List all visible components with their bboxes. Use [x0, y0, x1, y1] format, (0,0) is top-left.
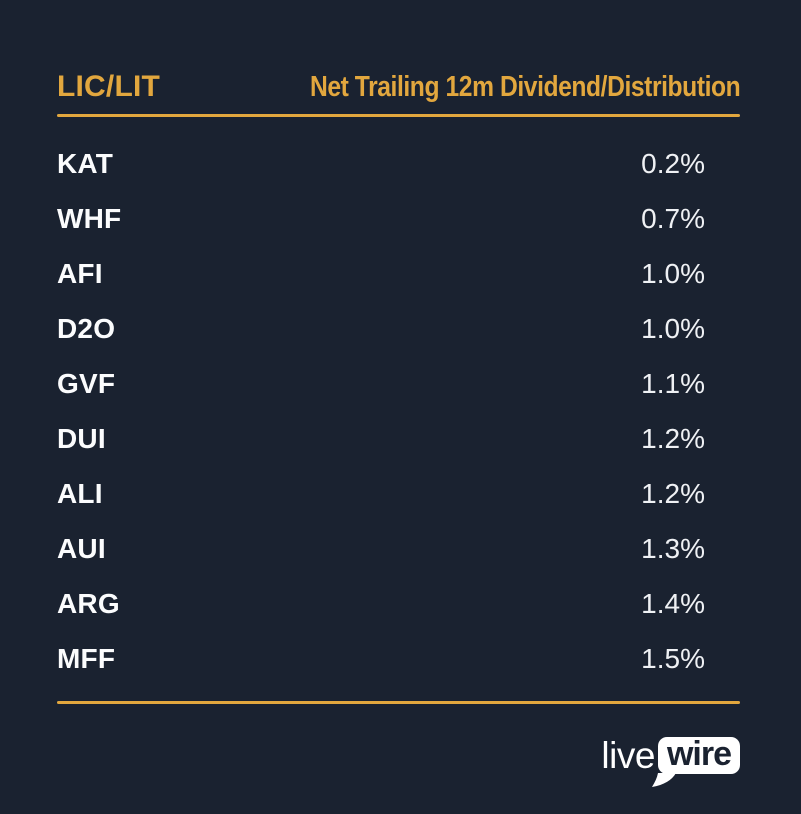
table-row: ARG 1.4% [57, 576, 740, 631]
logo-wire-text: wire [666, 734, 732, 773]
table-row: GVF 1.1% [57, 356, 740, 411]
row-value: 1.2% [641, 422, 705, 454]
row-ticker: ALI [57, 477, 103, 509]
table-body: KAT 0.2% WHF 0.7% AFI 1.0% D2O 1.0% GVF … [57, 136, 740, 686]
row-ticker: WHF [57, 202, 122, 234]
row-ticker: AUI [57, 532, 106, 564]
logo-speech-bubble-tail-icon [651, 773, 676, 787]
footer: live wire [57, 734, 740, 787]
header-divider-rule [57, 114, 740, 117]
row-value: 1.0% [641, 257, 705, 289]
table-row: AUI 1.3% [57, 521, 740, 576]
footer-divider-rule [57, 701, 740, 704]
logo-live-text: live [601, 735, 655, 776]
row-ticker: DUI [57, 422, 106, 454]
table-row: ALI 1.2% [57, 466, 740, 521]
logo-wire-badge: wire [651, 734, 740, 787]
row-value: 0.7% [641, 202, 705, 234]
row-ticker: D2O [57, 312, 116, 344]
row-value: 1.1% [641, 367, 705, 399]
table-row: AFI 1.0% [57, 246, 740, 301]
row-value: 1.5% [641, 642, 705, 674]
row-ticker: ARG [57, 587, 120, 619]
row-value: 1.3% [641, 532, 705, 564]
row-value: 1.0% [641, 312, 705, 344]
content-area: LIC/LIT Net Trailing 12m Dividend/Distri… [57, 0, 740, 787]
row-value: 1.2% [641, 477, 705, 509]
livewire-logo: live wire [601, 734, 740, 787]
row-ticker: AFI [57, 257, 103, 289]
row-value: 0.2% [641, 147, 705, 179]
column-header-dividend: Net Trailing 12m Dividend/Distribution [309, 71, 741, 103]
table-row: MFF 1.5% [57, 631, 740, 686]
table-row: WHF 0.7% [57, 191, 740, 246]
table-row: KAT 0.2% [57, 136, 740, 191]
table-header: LIC/LIT Net Trailing 12m Dividend/Distri… [57, 70, 740, 104]
row-ticker: GVF [57, 367, 116, 399]
row-value: 1.4% [641, 587, 705, 619]
table-row: D2O 1.0% [57, 301, 740, 356]
row-ticker: KAT [57, 147, 114, 179]
table-row: DUI 1.2% [57, 411, 740, 466]
column-header-lic-lit: LIC/LIT [57, 70, 161, 103]
row-ticker: MFF [57, 642, 116, 674]
